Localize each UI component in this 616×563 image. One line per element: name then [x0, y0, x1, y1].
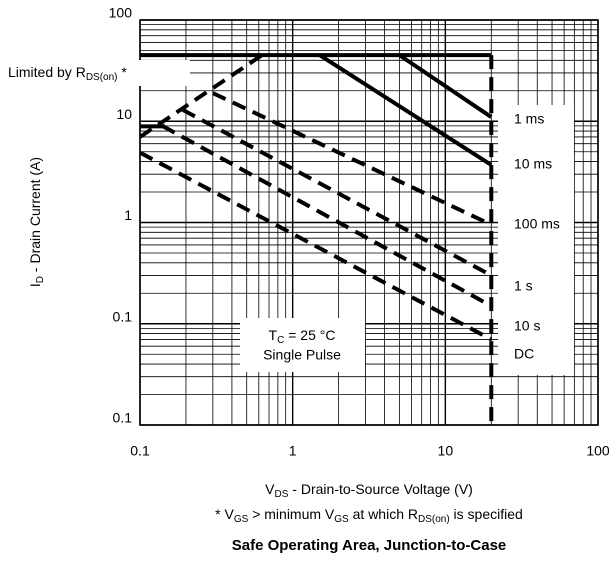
annotation-part: T: [269, 327, 278, 343]
y-tick-label: 1: [124, 207, 132, 223]
annotation: TC = 25 °C: [269, 327, 336, 346]
footnote-part: at which R: [349, 506, 418, 522]
series-line: [398, 53, 493, 119]
footnote-part: GS: [234, 514, 249, 525]
x-tick-label: 100: [586, 443, 610, 459]
x-tick-label: 0.1: [130, 443, 150, 459]
label-box: [4, 60, 190, 86]
series-line: [138, 53, 264, 139]
y-axis-label: ID - Drain Current (A): [27, 157, 46, 287]
series-line: [318, 53, 493, 167]
x-tick-label: 1: [289, 443, 297, 459]
footnote: * VGS > minimum VGS at which RDS(on) is …: [215, 506, 523, 525]
series-label: 100 ms: [514, 216, 560, 232]
labels: 0.1 1 10 100 0.1 0.1 1 10 100 1 ms 10 ms 100 ms 1 s 1…: [4, 5, 610, 554]
footnote-part: GS: [334, 514, 349, 525]
label-box: [498, 105, 574, 375]
y-tick-label: 10: [116, 106, 132, 122]
plot-frame: [139, 19, 599, 426]
series-label: 1 ms: [514, 111, 544, 127]
y-tick-label: 0.1: [113, 410, 133, 426]
y-tick-label: 100: [109, 5, 133, 21]
y-axis-label-part: D: [35, 276, 46, 283]
series-label: DC: [514, 346, 534, 362]
y-axis-label-part: I: [27, 283, 43, 287]
annotation-part: = 25 °C: [284, 327, 335, 343]
annotation-part: C: [277, 335, 284, 346]
label-box: [240, 318, 365, 372]
marks: [138, 53, 574, 425]
footnote-part: > minimum V: [248, 506, 335, 522]
series-line: [161, 124, 493, 308]
annotation-part: *: [118, 64, 128, 80]
series-label: 10 s: [514, 318, 540, 334]
series-line: [211, 91, 493, 227]
x-tick-label: 10: [438, 443, 454, 459]
series-label: 10 ms: [514, 156, 552, 172]
x-axis-label-part: DS: [275, 489, 289, 500]
y-axis-label-part: - Drain Current (A): [27, 157, 43, 276]
chart-title: Safe Operating Area, Junction-to-Case: [232, 537, 507, 554]
y-tick-label: 0.1: [113, 308, 133, 324]
footnote-part: * V: [215, 506, 234, 522]
x-axis-label-part: - Drain-to-Source Voltage (V): [288, 481, 472, 497]
x-axis-label: VDS - Drain-to-Source Voltage (V): [265, 481, 473, 500]
series-line: [139, 150, 493, 342]
annotation-part: DS(on): [86, 72, 118, 83]
annotation: Single Pulse: [263, 347, 341, 363]
x-axis-label-part: V: [265, 481, 275, 497]
footnote-part: is specified: [450, 506, 523, 522]
series-label: 1 s: [514, 278, 533, 294]
annotation: Limited by RDS(on) *: [8, 64, 127, 83]
series-line: [181, 107, 493, 278]
footnote-part: DS(on): [418, 514, 450, 525]
annotation-part: Limited by R: [8, 64, 86, 80]
